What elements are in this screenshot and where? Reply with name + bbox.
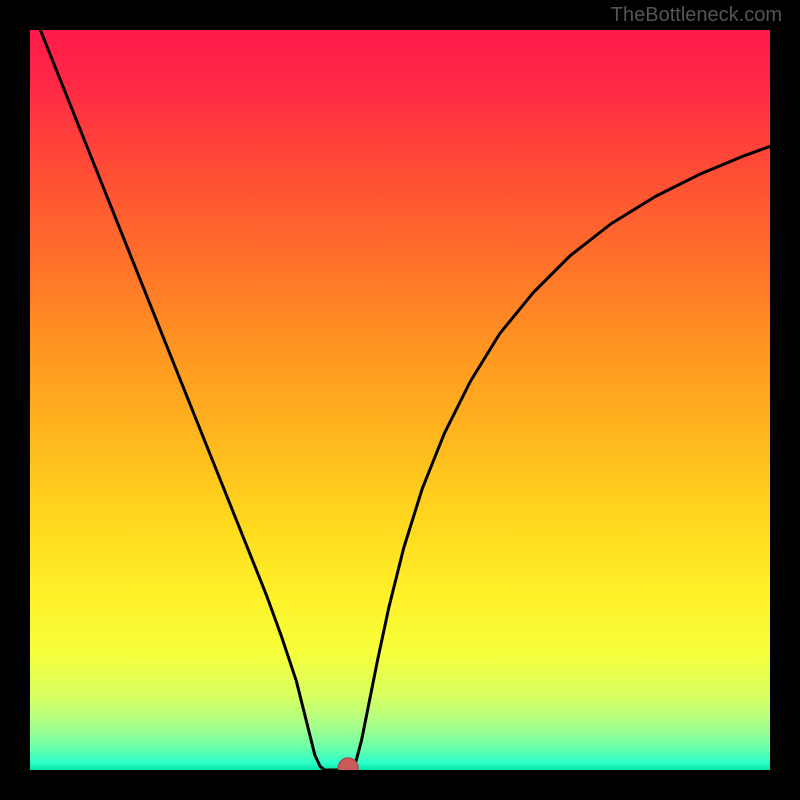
watermark-text: TheBottleneck.com [611,4,782,27]
chart-curve-layer [30,30,770,770]
bottleneck-curve [30,30,770,770]
chart-plot-area [30,30,770,770]
